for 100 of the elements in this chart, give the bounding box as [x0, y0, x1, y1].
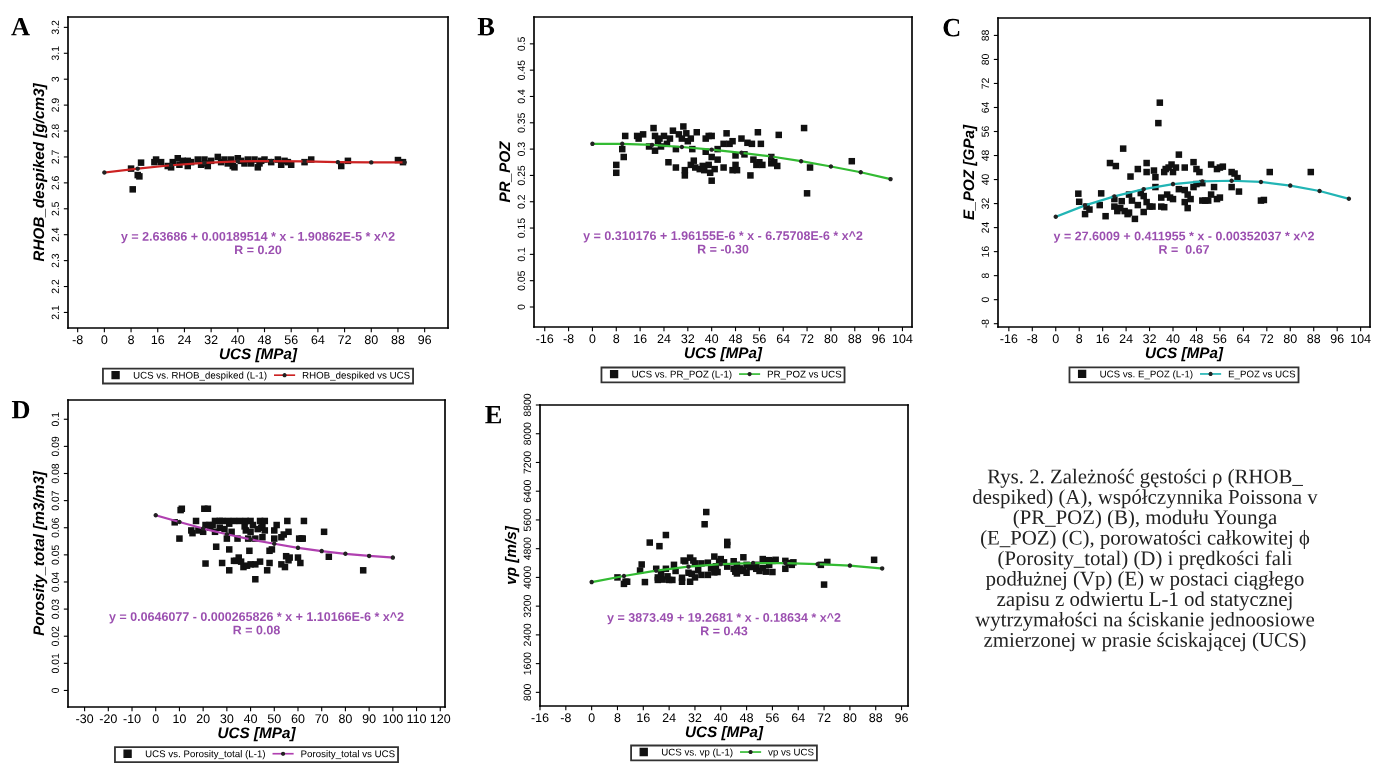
chart-title: C: [943, 18, 960, 37]
x-tick-label: 32: [688, 713, 702, 723]
x-tick-label: 56: [752, 334, 766, 344]
annotation: y = 0.310176 + 1.96155E-6 * x - 6.75708E-6 * x^2 R = -0.30: [583, 231, 863, 254]
x-tick-label: 8: [614, 713, 621, 723]
legend-label: UCS vs. E_POZ (L-1): [1100, 370, 1193, 380]
y-tick-label: 0.06: [51, 518, 59, 538]
y-tick-label: 0.02: [51, 626, 59, 646]
legend-label: UCS vs. Porosity_total (L-1): [145, 750, 265, 760]
annotation: y = 2.63686 + 0.00189514 * x - 1.90862E-5 * x^2 R = 0.20: [121, 231, 395, 255]
x-tick-label: 88: [391, 335, 405, 345]
y-tick-label: 4800: [523, 537, 531, 561]
y-tick-label: -8: [981, 319, 989, 328]
x-tick-label: -30: [76, 714, 94, 724]
legend-label: PR_POZ vs UCS: [767, 370, 842, 380]
y-axis-title: vp [m/s]: [504, 525, 520, 584]
x-tick-label: 16: [1096, 334, 1110, 344]
y-tick-label: 0.3: [517, 142, 525, 156]
chart-title: E: [485, 406, 502, 424]
x-tick-label: 60: [291, 714, 305, 724]
x-tick-label: 50: [267, 714, 281, 724]
x-tick-label: 32: [1143, 334, 1156, 344]
x-tick-label: 10: [173, 714, 186, 724]
x-tick-label: -8: [563, 334, 574, 344]
y-tick-label: 2.1: [51, 305, 59, 320]
x-tick-label: 64: [1237, 334, 1250, 344]
y-tick-label: 0.05: [517, 270, 525, 291]
x-tick-label: 0: [589, 334, 596, 344]
x-tick-label: -20: [99, 714, 117, 724]
x-tick-label: 72: [800, 334, 814, 343]
x-tick-label: 24: [178, 335, 192, 344]
text: Rys. 2. Zależność gęstości ρ (RHOB_ despiked) (A), współczynnika Poissona v (PR_POZ) (B), modułu Younga (E_POZ) (C), porowatości całkowitej ϕ (Porosity_total) (D) i prędkości fali podłużnej (Vp) (E) w postaci ciągłego zapisu z odwiertu L-1 od statycznej wytrzymałości na ściskanie jednoosiowe zmierzonej w prasie ściskającej (UCS): [973, 468, 1318, 652]
x-tick-label: -16: [1000, 334, 1018, 344]
x-axis-title: UCS [MPa]: [218, 726, 296, 742]
y-tick-label: 800: [523, 684, 531, 701]
legend-label: vp vs UCS: [768, 748, 814, 758]
y-tick-label: 48: [981, 150, 989, 162]
legend-label: UCS vs. RHOB_despiked (L-1): [133, 371, 267, 381]
x-tick-label: 56: [284, 335, 298, 345]
y-axis-title: E_POZ [GPa]: [962, 124, 978, 220]
y-axis-title: PR_POZ: [499, 140, 512, 203]
x-tick-label: 88: [848, 334, 862, 344]
y-tick-label: 72: [981, 78, 989, 89]
y-tick-label: 3: [51, 76, 59, 82]
x-tick-label: 80: [1283, 334, 1297, 344]
x-tick-label: 20: [196, 714, 210, 724]
y-tick-label: 2.2: [51, 279, 59, 294]
x-tick-label: 40: [705, 334, 719, 344]
x-axis-title: UCS [MPa]: [1145, 346, 1224, 362]
y-tick-label: 0: [51, 687, 59, 693]
chart-title: D: [11, 401, 30, 419]
y-tick-label: 0.45: [517, 60, 525, 80]
chart-title: B: [477, 18, 495, 36]
x-tick-label: 32: [681, 334, 695, 344]
y-tick-label: 40: [981, 174, 989, 186]
y-tick-label: 8000: [523, 422, 531, 445]
x-tick-label: 64: [311, 335, 325, 345]
y-tick-label: 0.08: [51, 463, 59, 484]
x-tick-label: 0: [588, 713, 595, 723]
legend-label: RHOB_despiked vs UCS: [302, 371, 410, 381]
y-tick-label: 0.09: [51, 436, 59, 457]
y-axis-title: RHOB_despiked [g/cm3]: [32, 82, 48, 262]
y-tick-label: 4000: [523, 566, 531, 589]
y-tick-label: 2400: [523, 623, 531, 646]
y-tick-label: 0.5: [517, 37, 525, 51]
x-tick-label: 88: [1307, 334, 1321, 344]
x-tick-label: 48: [1189, 334, 1203, 344]
x-tick-label: 104: [892, 334, 913, 344]
x-tick-label: 72: [817, 713, 831, 722]
x-tick-label: 80: [824, 334, 838, 344]
x-tick-label: 40: [231, 335, 245, 345]
annotation: y = 0.0646077 - 0.000265826 * x + 1.10166E-6 * x^2 R = 0.08: [109, 612, 404, 635]
chart-title: A: [11, 17, 30, 36]
x-tick-label: 56: [765, 713, 779, 723]
x-tick-label: 96: [1330, 334, 1344, 344]
x-tick-label: 0: [101, 335, 108, 345]
x-tick-label: 30: [220, 714, 234, 724]
annotation: y = 27.6009 + 0.411955 * x - 0.00352037 * x^2 R = 0.67: [1053, 231, 1315, 254]
x-tick-label: 8: [128, 335, 134, 345]
x-tick-label: 64: [791, 713, 805, 723]
y-tick-label: 8800: [523, 393, 531, 417]
y-tick-label: 56: [981, 126, 989, 137]
y-tick-label: 64: [981, 102, 989, 113]
y-tick-label: 2.8: [51, 124, 59, 138]
x-tick-label: 56: [1213, 334, 1227, 344]
y-tick-label: 0.15: [517, 218, 525, 238]
y-tick-label: 2.9: [51, 98, 59, 112]
x-tick-label: 40: [243, 714, 258, 724]
y-tick-label: 0: [517, 304, 525, 310]
y-tick-label: 1600: [523, 652, 531, 675]
y-tick-label: 7200: [523, 451, 531, 474]
y-tick-label: 0: [981, 297, 989, 303]
legend-label: UCS vs. vp (L-1): [661, 748, 733, 758]
x-tick-label: 120: [430, 714, 451, 724]
x-tick-label: 80: [843, 713, 857, 723]
x-tick-label: 24: [657, 334, 671, 343]
y-tick-label: 88: [981, 30, 989, 41]
x-tick-label: 40: [1166, 334, 1180, 344]
y-tick-label: 0.2: [517, 195, 525, 209]
x-tick-label: 104: [1351, 334, 1371, 344]
